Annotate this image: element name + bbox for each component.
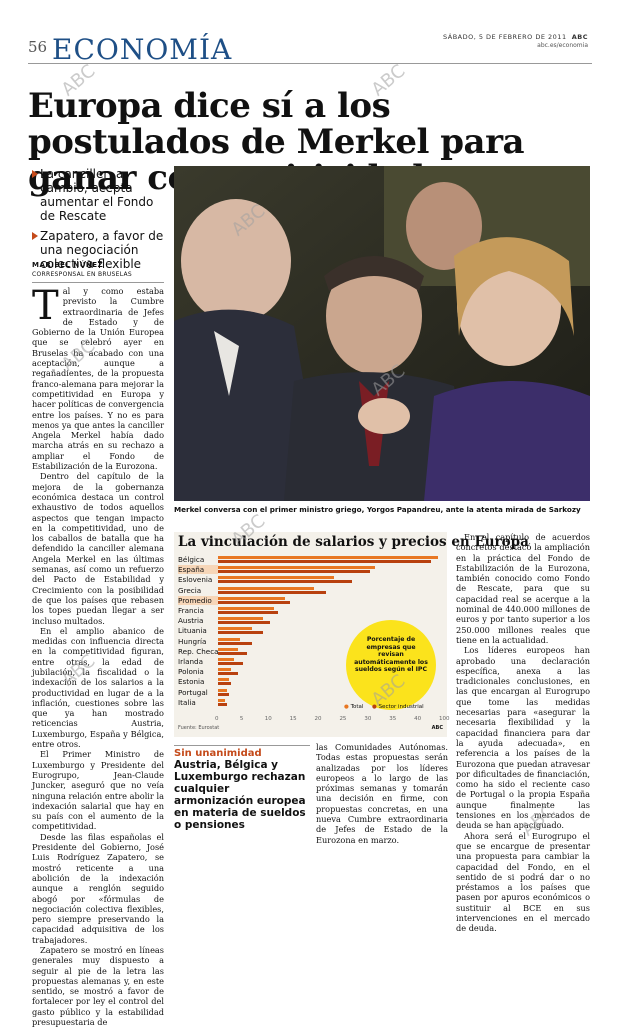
brand-logo: ABC bbox=[571, 33, 588, 41]
chart-annotation: Porcentaje de empresas que revisan autom… bbox=[354, 636, 428, 673]
paragraph: En el amplio abanico de medidas con infl… bbox=[32, 625, 164, 750]
bar-industrial bbox=[218, 570, 371, 574]
category-label: Francia bbox=[178, 606, 204, 615]
x-tick-label: 25 bbox=[339, 716, 347, 722]
bar-total bbox=[218, 596, 286, 600]
bar-industrial bbox=[218, 702, 227, 706]
bar-industrial bbox=[218, 692, 230, 696]
bar-industrial bbox=[218, 631, 263, 635]
category-label: Rep. Checa bbox=[178, 646, 219, 656]
paragraph: Dentro del capítulo de la mejora de la g… bbox=[32, 471, 164, 626]
chart-source: Fuente: Eurostat bbox=[178, 725, 220, 731]
legend-dot-icon: ● bbox=[372, 704, 377, 710]
bar-total bbox=[218, 658, 234, 661]
category-label: España bbox=[178, 565, 218, 575]
bar-industrial bbox=[218, 672, 239, 676]
drop-cap: T bbox=[32, 283, 59, 329]
bar-industrial bbox=[218, 641, 252, 645]
bar-industrial bbox=[218, 580, 353, 584]
bar-industrial bbox=[218, 560, 431, 563]
subhead-label: Sin unanimidad bbox=[174, 745, 310, 759]
x-tick-label: 10 bbox=[264, 716, 272, 722]
legend-dot-icon: ● bbox=[344, 704, 349, 710]
paragraph: El Primer Ministro de Luxemburgo y Presi… bbox=[32, 749, 164, 832]
category-label: Grecia bbox=[178, 585, 202, 595]
summary-bullet: La canciller, a cambio, acepta aumentar … bbox=[32, 167, 164, 223]
category-label: Italia bbox=[178, 697, 196, 707]
category-label: Hungría bbox=[178, 636, 207, 646]
chart-panel: La vinculación de salarios y precios en … bbox=[174, 532, 529, 737]
bar-total bbox=[218, 668, 232, 672]
bar-industrial bbox=[218, 600, 290, 604]
byline-role: CORRESPONSAL EN BRUSELAS bbox=[32, 271, 133, 278]
category-label: Irlanda bbox=[178, 657, 203, 666]
x-tick-label: 0 bbox=[215, 716, 219, 722]
web-address: abc.es/economia bbox=[537, 42, 588, 49]
x-tick-label: 40 bbox=[414, 716, 422, 722]
bar-total bbox=[218, 698, 225, 702]
article-body-middle: las Comunidades Autónomas. Todas estas p… bbox=[316, 742, 448, 845]
category-label: Lituania bbox=[178, 626, 207, 636]
header-divider bbox=[28, 63, 592, 64]
chart-title: La vinculación de salarios y precios en … bbox=[178, 534, 529, 550]
category-label: Portugal bbox=[178, 687, 208, 697]
issue-date: SÁBADO, 5 DE FEBRERO DE 2011 ABC bbox=[443, 33, 588, 41]
bar-total bbox=[218, 566, 375, 570]
legend-industrial: ● Sector industrial bbox=[372, 704, 424, 710]
x-tick-label: 30 bbox=[364, 716, 372, 722]
bar-industrial bbox=[218, 682, 232, 686]
article-body-right: En el capítulo de acuerdos concretos des… bbox=[456, 532, 590, 934]
bar-total bbox=[218, 556, 438, 559]
paragraph: Los líderes europeos han aprobado una de… bbox=[456, 645, 590, 831]
paragraph: En el capítulo de acuerdos concretos des… bbox=[456, 532, 590, 645]
bar-total bbox=[218, 637, 241, 641]
bar-industrial bbox=[218, 662, 243, 665]
category-label: Estonia bbox=[178, 677, 205, 687]
summary-bullet: Zapatero, a favor de una negociación col… bbox=[32, 229, 164, 271]
bar-total bbox=[218, 617, 263, 621]
paragraph: Ahora será el Eurogrupo el que se encarg… bbox=[456, 830, 590, 934]
photo-caption: Merkel conversa con el primer ministro g… bbox=[174, 505, 581, 514]
bar-industrial bbox=[218, 590, 326, 594]
news-photo bbox=[174, 166, 590, 501]
bar-total bbox=[218, 586, 315, 590]
x-tick-label: 100 bbox=[439, 716, 450, 722]
byline-author: MARIBEL NÚÑEZ bbox=[32, 261, 104, 269]
category-label: Promedio bbox=[178, 595, 218, 605]
summary-bullets: La canciller, a cambio, acepta aumentar … bbox=[32, 167, 164, 277]
chart-annotation-circle: Porcentaje de empresas que revisan autom… bbox=[346, 620, 436, 710]
subhead-box: Sin unanimidad Austria, Bélgica y Luxemb… bbox=[174, 745, 310, 831]
paragraph: Desde las filas españolas el Presidente … bbox=[32, 831, 164, 945]
bar-industrial bbox=[218, 621, 270, 625]
legend-total: ● Total bbox=[344, 704, 364, 710]
bar-total bbox=[218, 576, 335, 580]
category-label: Austria bbox=[178, 616, 204, 626]
photo-illustration bbox=[174, 166, 590, 501]
page-number: 56 bbox=[28, 38, 48, 56]
bar-total bbox=[218, 678, 230, 682]
bar-industrial bbox=[218, 651, 248, 655]
bar-total bbox=[218, 627, 252, 631]
section-title: ECONOMÍA bbox=[52, 33, 233, 66]
category-label: Bélgica bbox=[178, 555, 205, 564]
byline-divider bbox=[32, 282, 164, 283]
bar-total bbox=[218, 647, 239, 651]
category-label: Polonia bbox=[178, 667, 204, 677]
paragraph: Zapatero se mostró en líneas generales m… bbox=[32, 945, 164, 1027]
paragraph: las Comunidades Autónomas. Todas estas p… bbox=[316, 742, 448, 845]
bar-total bbox=[218, 688, 227, 692]
category-label: Eslovenia bbox=[178, 575, 213, 585]
bar-industrial bbox=[218, 611, 279, 614]
subhead-title: Austria, Bélgica y Luxemburgo rechazan c… bbox=[174, 759, 306, 831]
x-tick-label: 35 bbox=[389, 716, 397, 722]
bar-total bbox=[218, 607, 274, 610]
bullet-arrow-icon bbox=[32, 170, 38, 178]
x-tick-label: 20 bbox=[314, 716, 322, 722]
x-tick-label: 5 bbox=[239, 716, 244, 722]
bullet-arrow-icon bbox=[32, 232, 38, 240]
x-tick-label: 15 bbox=[289, 716, 297, 722]
chart-brand: ABC bbox=[431, 725, 443, 731]
